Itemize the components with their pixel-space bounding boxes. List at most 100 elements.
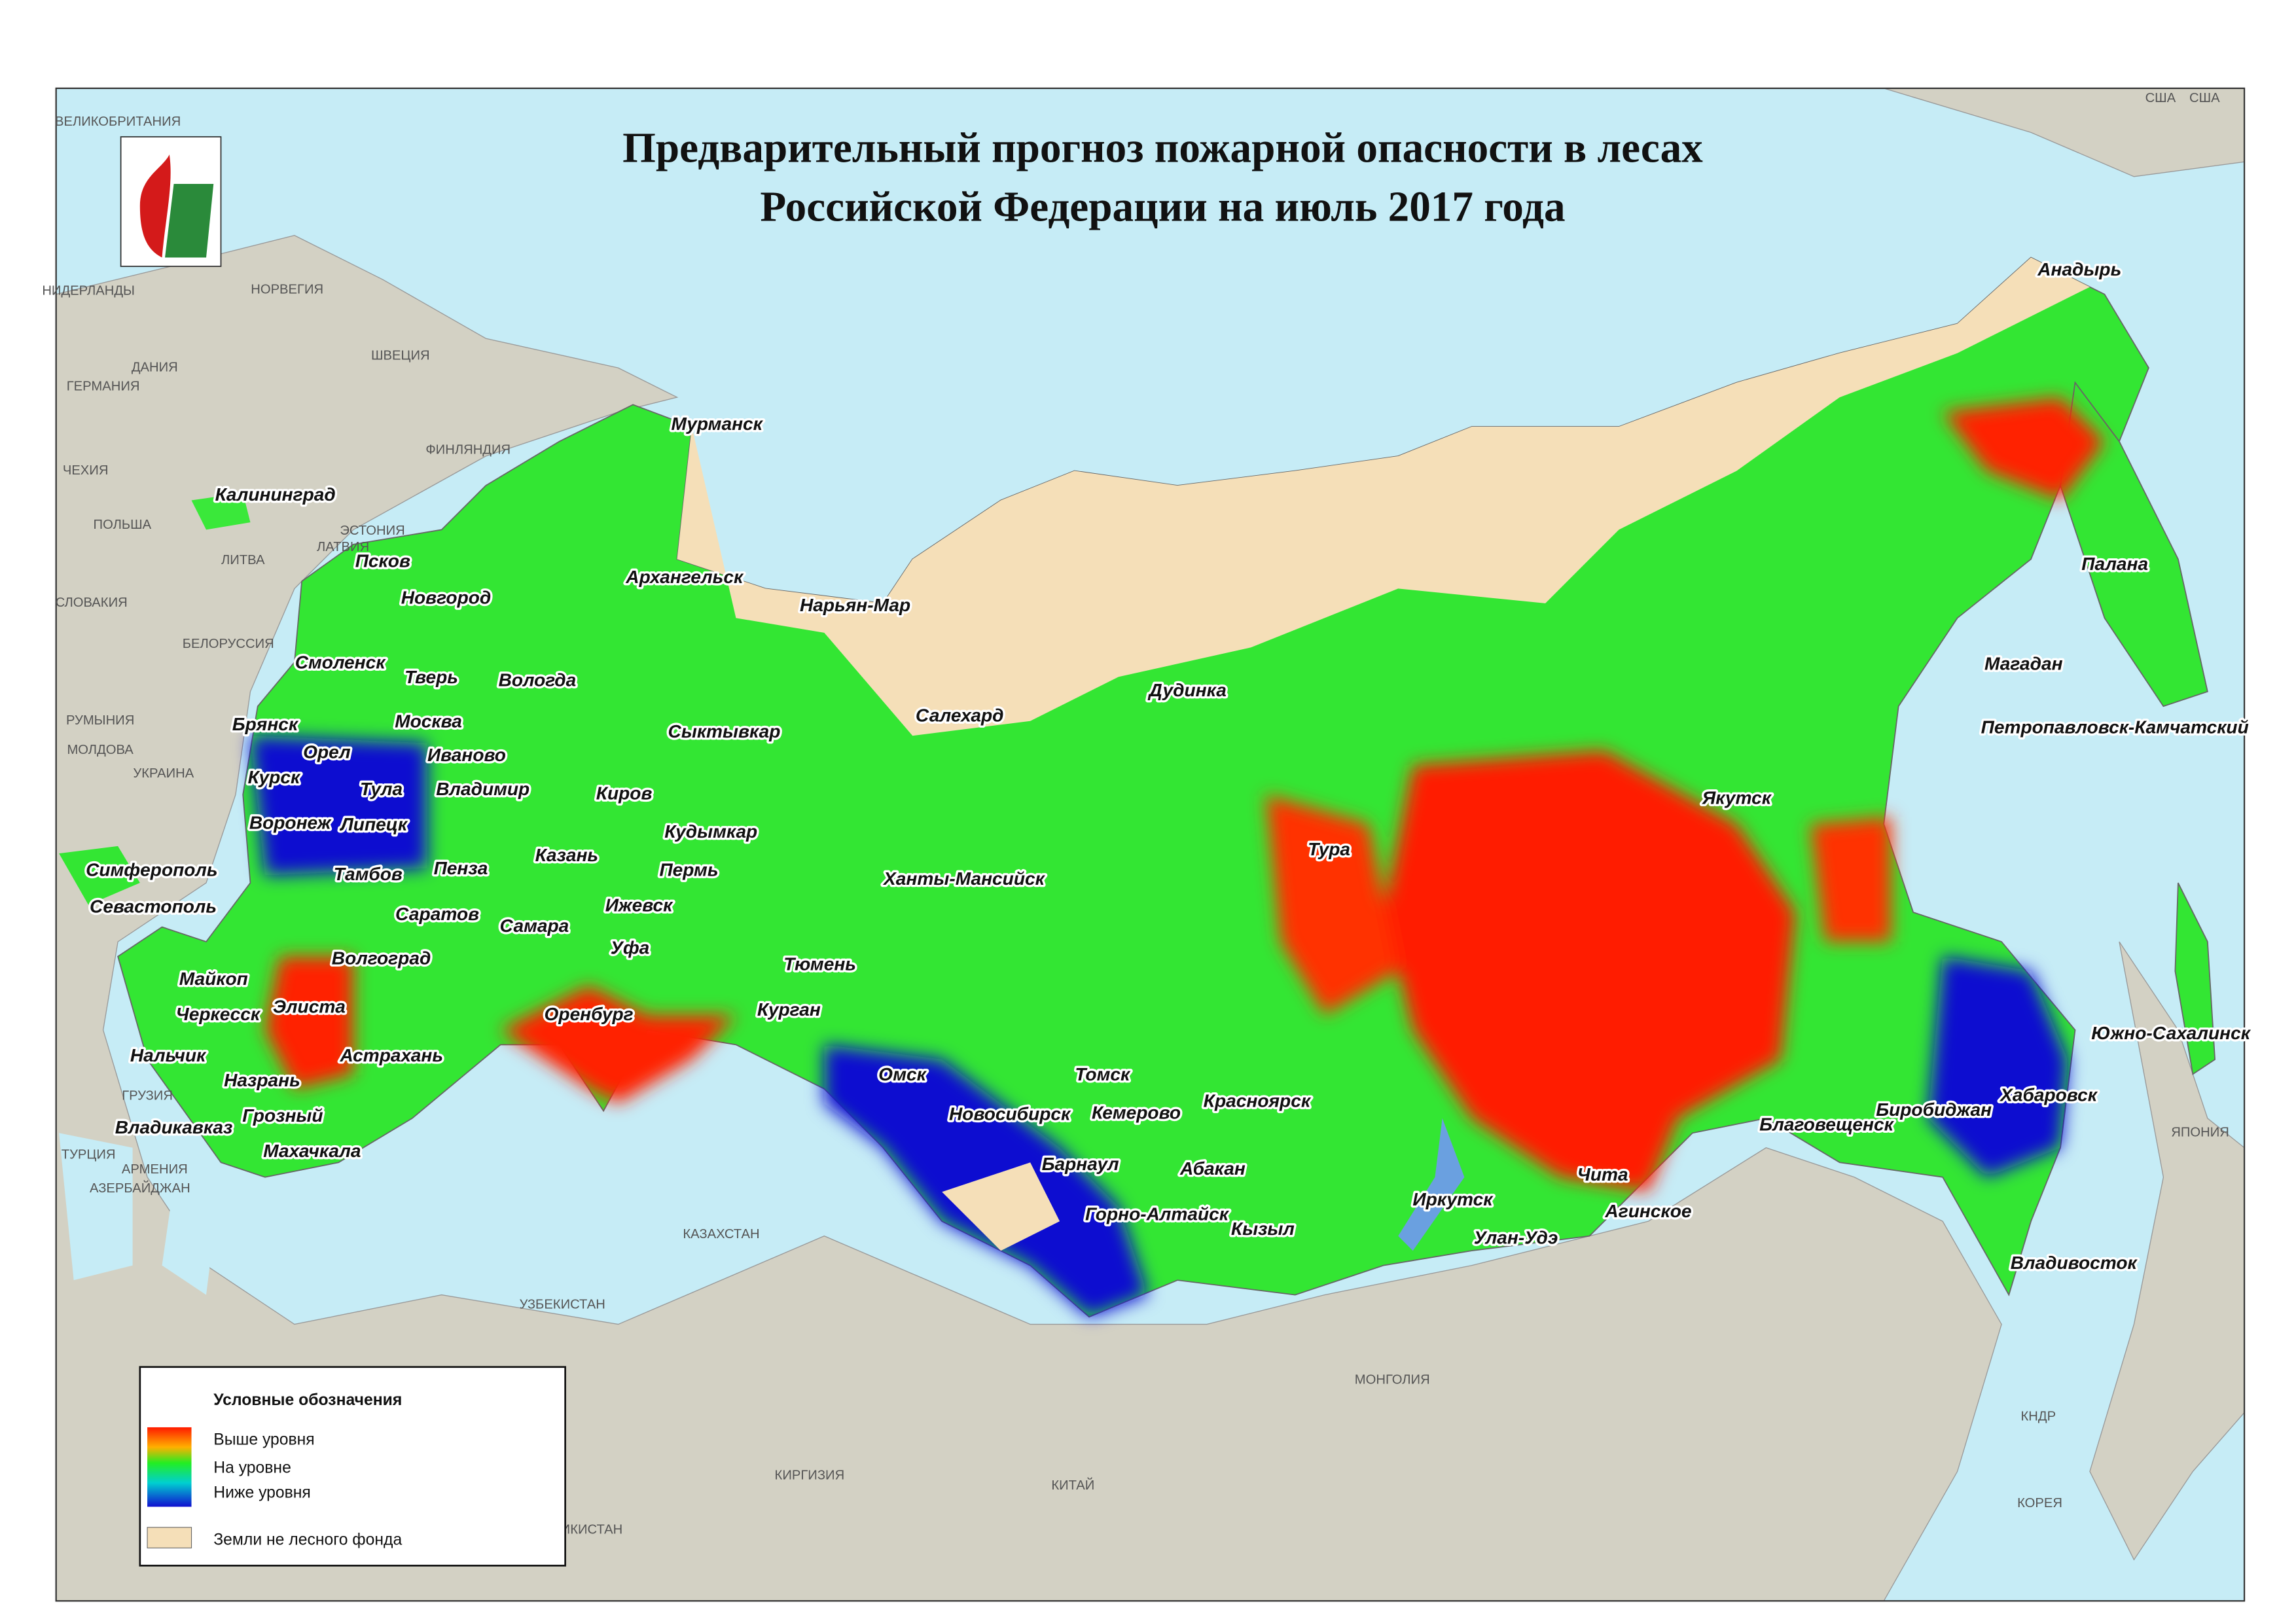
kamchatka <box>2060 381 2208 707</box>
city-label: Биробиджан <box>1876 1099 1992 1120</box>
country-label: НОРВЕГИЯ <box>251 282 323 296</box>
city-label: Тамбов <box>334 864 403 884</box>
title-line: Российской Федерации на июль 2017 года <box>760 183 1565 230</box>
city-label: Пенза <box>434 858 488 878</box>
legend-gradient <box>147 1427 192 1507</box>
city-label: Хабаровск <box>1999 1084 2098 1105</box>
country-label: ЛИТВА <box>221 553 265 567</box>
map-area <box>55 87 2246 1602</box>
legend-item: На уровне <box>213 1459 291 1476</box>
city-label: Абакан <box>1179 1158 1246 1179</box>
city-label: Якутск <box>1702 787 1772 808</box>
city-label: Благовещенск <box>1759 1114 1894 1134</box>
country-label: АРМЕНИЯ <box>122 1162 188 1177</box>
logo-flame <box>139 154 171 258</box>
city-label: Горно-Алтайск <box>1085 1204 1230 1224</box>
sakhalin <box>2174 882 2216 1075</box>
city-label: Волгоград <box>332 948 431 968</box>
city-label: Иркутск <box>1412 1189 1494 1209</box>
legend-item: Ниже уровня <box>213 1484 311 1502</box>
legend-item: Выше уровня <box>213 1431 314 1449</box>
city-label: Пермь <box>659 859 718 880</box>
city-label: Самара <box>500 916 569 936</box>
country-label: ПОЛЬША <box>94 518 152 532</box>
city-label: Нальчик <box>130 1045 207 1065</box>
city-label: Смоленск <box>295 652 387 672</box>
city-label: Владимир <box>436 779 529 799</box>
city-label: Вологда <box>499 669 577 690</box>
city-label: Тверь <box>404 667 458 687</box>
city-label: Палана <box>2081 554 2148 574</box>
title-line: Предварительный прогноз пожарной опаснос… <box>622 124 1703 171</box>
city-label: Черкесск <box>176 1004 261 1024</box>
non-forest-north <box>677 257 2090 736</box>
city-label: Курган <box>757 999 821 1020</box>
country-label: ФИНЛЯНДИЯ <box>425 442 511 457</box>
city-label: Салехард <box>916 705 1004 725</box>
country-label: МОЛДОВА <box>67 743 134 757</box>
country-label: КИТАЙ <box>1051 1477 1094 1493</box>
danger-zones <box>250 397 2105 1317</box>
legend: Условные обозначения Выше уровня На уров… <box>139 1366 566 1567</box>
city-label: Дудинка <box>1148 680 1227 700</box>
country-label: ШВЕЦИЯ <box>371 348 430 363</box>
country-label: КНДР <box>2021 1410 2056 1424</box>
city-label: Брянск <box>232 714 299 734</box>
city-label: Нарьян-Мар <box>800 595 910 615</box>
city-label: Томск <box>1075 1064 1131 1084</box>
city-label: Грозный <box>242 1105 323 1126</box>
city-label: Киров <box>596 783 653 804</box>
zone-high <box>1265 794 1399 1016</box>
city-label: Ижевск <box>605 895 673 915</box>
country-label: ВЕЛИКОБРИТАНИЯ <box>55 115 181 129</box>
lake-baikal <box>1398 1118 1465 1251</box>
city-label: Новосибирск <box>949 1104 1071 1124</box>
city-label: Симферополь <box>86 859 218 880</box>
city-label: Анадырь <box>2037 259 2121 279</box>
legend-item: Земли не лесного фонда <box>213 1531 402 1549</box>
city-label: Казань <box>535 845 599 865</box>
country-label: США <box>2145 91 2176 105</box>
country-label: ЛАТВИЯ <box>317 540 369 554</box>
zone-high <box>500 986 736 1104</box>
country-label: УЗБЕКИСТАН <box>519 1298 605 1312</box>
city-label: Владикавказ <box>115 1117 233 1137</box>
city-label: Красноярск <box>1204 1090 1312 1111</box>
city-label: Тура <box>1308 839 1350 859</box>
country-label: РУМЫНИЯ <box>66 713 134 728</box>
country-label: УКРАИНА <box>133 766 194 781</box>
legend-box <box>139 1366 566 1567</box>
country-label: КАЗАХСТАН <box>683 1227 759 1241</box>
city-label: Южно-Сахалинск <box>2091 1023 2251 1043</box>
country-label: СЛОВАКИЯ <box>56 596 128 610</box>
city-label: Орел <box>303 742 350 762</box>
city-label: Архангельск <box>625 567 744 587</box>
non-forest-south <box>942 1162 1060 1251</box>
city-label: Ханты-Мансийск <box>882 868 1046 889</box>
logo-forest <box>165 184 214 258</box>
city-label: Иваново <box>427 745 506 765</box>
city-label: Махачкала <box>263 1141 361 1161</box>
city-label: Барнаул <box>1042 1154 1119 1174</box>
city-label: Уфа <box>611 938 650 958</box>
japan <box>2089 941 2245 1561</box>
country-label: НИДЕРЛАНДЫ <box>42 284 135 298</box>
city-label: Липецк <box>340 814 408 834</box>
city-label: Кызыл <box>1231 1219 1295 1239</box>
city-label: Воронеж <box>249 813 332 833</box>
logo <box>120 136 222 267</box>
crimea <box>59 846 140 905</box>
city-label: Курск <box>248 767 301 787</box>
zone-high <box>1383 750 1796 1192</box>
kaliningrad-region <box>191 493 251 530</box>
country-label: КИРГИЗИЯ <box>775 1469 845 1483</box>
city-label: Улан-Удэ <box>1474 1228 1558 1248</box>
city-label: Оренбург <box>545 1004 634 1024</box>
sea <box>59 1133 221 1295</box>
city-label: Тюмень <box>783 954 856 974</box>
map-frame <box>55 87 2246 1602</box>
city-label: Псков <box>355 550 410 571</box>
country-label: АЗЕРБАЙДЖАН <box>90 1180 190 1196</box>
city-label: Магадан <box>1984 654 2063 674</box>
